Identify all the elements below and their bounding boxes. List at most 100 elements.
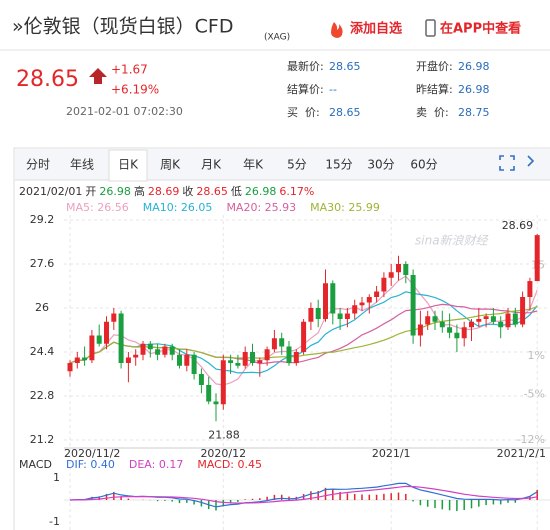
candle-body	[454, 332, 460, 339]
candle-body	[352, 305, 358, 314]
watermark: sina新浪财经	[415, 234, 490, 248]
candle-body	[388, 272, 394, 278]
field-value: 28.65	[329, 106, 361, 119]
candle-body	[337, 313, 343, 319]
field-label: 卖 价:	[416, 106, 449, 119]
info-item: 26.98	[99, 185, 131, 198]
info-item: 28.69	[148, 185, 180, 198]
code: (XAG)	[264, 33, 290, 43]
candle-body	[147, 343, 153, 350]
candle-body	[125, 357, 131, 363]
macd-tick-label: 1	[53, 471, 60, 484]
candle-body	[191, 354, 197, 374]
add-button[interactable]: 添加自选	[350, 21, 402, 37]
candle-body	[366, 297, 372, 303]
candle-body	[439, 321, 445, 328]
field-label: 结算价:	[287, 82, 324, 96]
candle-body	[308, 308, 314, 322]
candle-body	[534, 235, 540, 282]
candle-body	[447, 327, 453, 333]
tab[interactable]: 年K	[243, 158, 264, 172]
candle-body	[417, 324, 423, 336]
field-label: 开盘价:	[416, 59, 453, 73]
tab[interactable]: 分时	[26, 158, 50, 172]
tab-bar	[15, 149, 550, 180]
add-icon[interactable]	[331, 22, 343, 38]
candle-body	[206, 385, 212, 402]
candle-body	[527, 281, 533, 297]
tab[interactable]: 周K	[160, 158, 181, 172]
up-arrow	[89, 68, 107, 84]
tab[interactable]: 30分	[367, 158, 394, 172]
candle-body	[96, 335, 102, 344]
tab[interactable]: 年线	[70, 158, 94, 172]
candle-body	[330, 283, 336, 314]
price: 28.65	[16, 67, 79, 92]
x-tick-label: 2020/11/2	[64, 447, 120, 460]
macd-tick-label: -1	[49, 515, 60, 528]
candle-body	[133, 354, 139, 358]
change: +1.67	[111, 63, 148, 77]
candle-body	[271, 338, 277, 350]
dea-line	[69, 485, 538, 504]
fullscreen-icon[interactable]	[499, 155, 515, 171]
tab[interactable]: 60分	[410, 158, 437, 172]
info-item: 低	[231, 185, 242, 198]
tab[interactable]: 5分	[287, 158, 307, 172]
candle-body	[169, 346, 175, 355]
candle-body	[490, 316, 496, 322]
y2-tick-label: -12%	[517, 433, 545, 446]
macd-legend: MACD	[19, 458, 52, 471]
candle-body	[381, 277, 387, 292]
min-label: 21.88	[208, 428, 240, 441]
field-value: --	[329, 83, 337, 96]
tab[interactable]: 15分	[325, 158, 352, 172]
candle-body	[228, 360, 234, 363]
field-value: 28.65	[329, 60, 361, 73]
tab[interactable]: 月K	[201, 158, 222, 172]
candle-body	[250, 352, 255, 363]
info-item: 26.98	[245, 185, 277, 198]
info-item: 开	[85, 185, 96, 198]
tab[interactable]: 日K	[118, 158, 139, 172]
field-label: 买 价:	[287, 106, 320, 119]
candle-body	[264, 349, 270, 361]
candle-body	[235, 363, 241, 366]
ma-legend: MA5: 26.56	[66, 201, 129, 214]
candle-body	[403, 264, 409, 275]
candle-body	[520, 297, 526, 325]
y-tick-label: 26	[35, 301, 49, 314]
phone-icon[interactable]	[425, 19, 436, 37]
app-button[interactable]: 在APP中查看	[440, 21, 521, 37]
field-value: 28.75	[458, 106, 490, 119]
candle-body	[293, 352, 299, 363]
candle-body	[344, 313, 350, 319]
candle-body	[242, 352, 248, 366]
candle-body	[425, 316, 431, 325]
candle-body	[82, 357, 88, 361]
candle-body	[432, 316, 438, 322]
candle-body	[286, 346, 292, 363]
x-tick-label: 2021/1	[372, 447, 411, 460]
candle-body	[89, 335, 95, 361]
field-label: 昨结算:	[416, 82, 453, 96]
candle-body	[498, 321, 504, 328]
candle-body	[118, 313, 124, 363]
candle-body	[177, 354, 182, 366]
ma-legend: MA20: 25.93	[226, 201, 296, 214]
macd-legend: MACD: 0.45	[197, 458, 262, 471]
x-tick-label: 2021/2/1	[497, 447, 546, 460]
y-tick-label: 27.6	[30, 257, 55, 270]
y-tick-label: 22.8	[30, 389, 55, 402]
candle-body	[155, 349, 161, 355]
candle-body	[301, 321, 307, 352]
candle-body	[512, 313, 518, 325]
candle-body	[111, 313, 117, 322]
y2-tick-label: -5%	[524, 388, 545, 401]
candle-body	[220, 360, 226, 405]
expand-icon[interactable]	[527, 155, 535, 167]
candle-body	[67, 363, 73, 372]
info-item: 收	[182, 184, 193, 198]
candle-body	[74, 357, 80, 363]
